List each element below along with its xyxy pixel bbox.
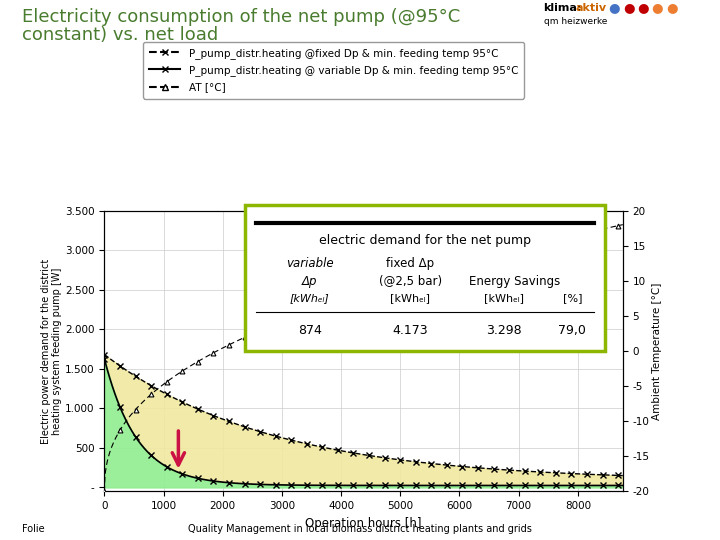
Text: constant) vs. net load: constant) vs. net load [22,26,218,44]
Text: ●: ● [666,1,678,14]
X-axis label: Operation hours [h]: Operation hours [h] [305,517,422,530]
Text: Quality Management in local biomass district heating plants and grids: Quality Management in local biomass dist… [188,523,532,534]
Text: Energy Savings: Energy Savings [469,274,560,287]
Text: 3.298: 3.298 [486,324,522,337]
Text: [kWhₑₗ]: [kWhₑₗ] [289,294,330,303]
Legend: P_pump_distr.heating @fixed Dp & min. feeding temp 95°C, P_pump_distr.heating @ : P_pump_distr.heating @fixed Dp & min. fe… [143,42,524,98]
Text: 4.173: 4.173 [392,324,428,337]
Text: klima:: klima: [544,3,582,13]
Text: ●: ● [608,1,620,14]
Text: qm heizwerke: qm heizwerke [544,17,607,26]
Text: [kWhₑₗ]: [kWhₑₗ] [484,294,524,303]
Text: ●: ● [652,1,663,14]
Text: [%]: [%] [562,294,582,303]
Text: [kWhₑₗ]: [kWhₑₗ] [390,294,431,303]
Text: electric demand for the net pump: electric demand for the net pump [319,234,531,247]
Text: fixed Δp: fixed Δp [387,257,434,270]
Text: variable: variable [286,257,333,270]
Text: ●: ● [637,1,649,14]
Text: Folie: Folie [22,523,44,534]
Text: Electricity consumption of the net pump (@95°C: Electricity consumption of the net pump … [22,8,460,26]
Text: ●: ● [623,1,634,14]
Text: 874: 874 [297,324,322,337]
Text: 79,0: 79,0 [559,324,586,337]
FancyBboxPatch shape [245,205,605,351]
Text: Δp: Δp [302,274,318,287]
Text: aktiv: aktiv [576,3,607,13]
Y-axis label: Ambient Temperature [°C]: Ambient Temperature [°C] [652,282,662,420]
Y-axis label: Electric power demand for the district
heating system feeding pump [W]: Electric power demand for the district h… [40,258,62,444]
Text: (@2,5 bar): (@2,5 bar) [379,274,442,287]
